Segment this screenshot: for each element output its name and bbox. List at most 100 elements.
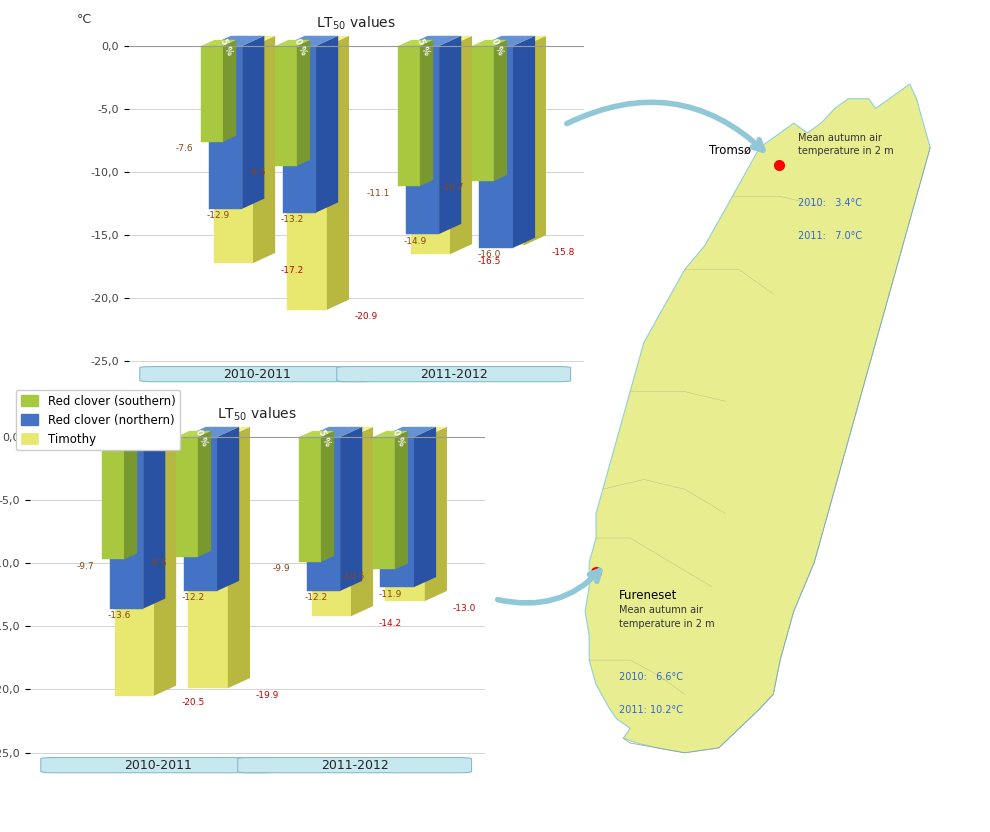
Title: LT$_{50}$ values: LT$_{50}$ values xyxy=(218,406,297,423)
Text: -13.6: -13.6 xyxy=(108,612,132,620)
Bar xyxy=(275,46,297,166)
Bar xyxy=(188,437,228,688)
Text: -19.9: -19.9 xyxy=(255,691,279,700)
Polygon shape xyxy=(198,431,211,557)
Text: -7.6: -7.6 xyxy=(175,145,193,153)
Bar xyxy=(380,437,414,587)
Polygon shape xyxy=(373,431,408,437)
Polygon shape xyxy=(341,427,362,591)
Polygon shape xyxy=(223,40,237,141)
Text: -9.5: -9.5 xyxy=(149,559,167,568)
Polygon shape xyxy=(228,427,250,688)
Bar xyxy=(373,437,395,569)
Text: -15.8: -15.8 xyxy=(551,248,575,257)
Bar xyxy=(287,46,327,310)
Bar xyxy=(102,437,124,559)
Bar xyxy=(484,46,524,245)
Polygon shape xyxy=(472,40,507,46)
Text: 90 %: 90 % xyxy=(388,423,406,448)
Text: -12.2: -12.2 xyxy=(305,593,328,602)
Polygon shape xyxy=(110,427,165,437)
Polygon shape xyxy=(449,36,472,255)
Polygon shape xyxy=(183,427,240,437)
Polygon shape xyxy=(243,36,264,209)
Polygon shape xyxy=(406,36,461,46)
Text: -10.7: -10.7 xyxy=(441,184,463,192)
Polygon shape xyxy=(395,431,408,569)
Text: -11.1: -11.1 xyxy=(366,189,390,197)
Polygon shape xyxy=(440,36,461,234)
Text: -9.7: -9.7 xyxy=(76,562,94,571)
Bar xyxy=(209,46,243,209)
Polygon shape xyxy=(350,427,373,617)
FancyBboxPatch shape xyxy=(41,758,274,773)
Polygon shape xyxy=(275,40,310,46)
Polygon shape xyxy=(299,431,335,437)
Polygon shape xyxy=(316,36,339,212)
Text: -13.2: -13.2 xyxy=(281,215,304,224)
Polygon shape xyxy=(479,36,536,46)
Text: Fureneset: Fureneset xyxy=(620,589,678,602)
Bar xyxy=(472,46,494,181)
Bar xyxy=(201,46,223,141)
Bar xyxy=(385,437,425,601)
Polygon shape xyxy=(524,36,545,245)
Polygon shape xyxy=(420,40,434,186)
Polygon shape xyxy=(102,431,138,437)
Polygon shape xyxy=(414,427,437,587)
Text: -12.2: -12.2 xyxy=(182,593,205,602)
Title: LT$_{50}$ values: LT$_{50}$ values xyxy=(317,15,396,32)
Bar xyxy=(115,437,154,696)
Text: 2010:   3.4°C: 2010: 3.4°C xyxy=(798,198,862,208)
Text: -16.5: -16.5 xyxy=(477,257,501,265)
Polygon shape xyxy=(385,427,446,437)
Polygon shape xyxy=(494,40,507,181)
Text: 90 %: 90 % xyxy=(487,32,505,57)
Text: -10.5: -10.5 xyxy=(342,572,364,581)
Text: 2010-2011: 2010-2011 xyxy=(223,368,291,380)
FancyBboxPatch shape xyxy=(140,367,373,382)
Bar xyxy=(307,437,341,591)
Bar xyxy=(214,46,253,263)
Polygon shape xyxy=(154,427,176,696)
Text: -11.9: -11.9 xyxy=(378,590,402,599)
Bar xyxy=(183,437,217,591)
Polygon shape xyxy=(144,427,165,609)
Text: 2011-2012: 2011-2012 xyxy=(321,759,388,771)
Text: 2010:   6.6°C: 2010: 6.6°C xyxy=(620,672,683,682)
Polygon shape xyxy=(425,427,446,601)
Polygon shape xyxy=(307,427,362,437)
Text: -14.2: -14.2 xyxy=(379,619,402,627)
Text: 2011: 10.2°C: 2011: 10.2°C xyxy=(620,706,683,716)
Bar xyxy=(312,437,350,617)
Text: -20.9: -20.9 xyxy=(354,312,378,321)
Text: °C: °C xyxy=(77,13,92,26)
Text: 2010-2011: 2010-2011 xyxy=(124,759,192,771)
Text: -16.0: -16.0 xyxy=(477,250,501,260)
Polygon shape xyxy=(176,431,211,437)
Bar xyxy=(398,46,420,186)
Text: 25 %: 25 % xyxy=(216,32,235,57)
Text: -13.0: -13.0 xyxy=(452,603,476,612)
Text: -20.5: -20.5 xyxy=(182,698,205,707)
Polygon shape xyxy=(297,40,310,166)
Polygon shape xyxy=(287,36,349,46)
Bar xyxy=(110,437,144,609)
Text: 2011:   7.0°C: 2011: 7.0°C xyxy=(798,231,862,241)
Polygon shape xyxy=(188,427,250,437)
Text: -9.9: -9.9 xyxy=(273,564,291,573)
Polygon shape xyxy=(398,40,434,46)
Polygon shape xyxy=(327,36,349,310)
Text: -14.9: -14.9 xyxy=(404,236,427,245)
Polygon shape xyxy=(312,427,373,437)
Bar xyxy=(299,437,321,562)
Polygon shape xyxy=(513,36,536,248)
FancyBboxPatch shape xyxy=(337,367,570,382)
Text: Tromsø: Tromsø xyxy=(710,143,751,156)
Legend: Red clover (southern), Red clover (northern), Timothy: Red clover (southern), Red clover (north… xyxy=(16,390,180,450)
Text: 25 %: 25 % xyxy=(413,32,431,57)
Bar xyxy=(411,46,449,255)
Text: 90 %: 90 % xyxy=(290,32,308,57)
Text: 25 %: 25 % xyxy=(117,423,136,448)
Polygon shape xyxy=(214,36,275,46)
